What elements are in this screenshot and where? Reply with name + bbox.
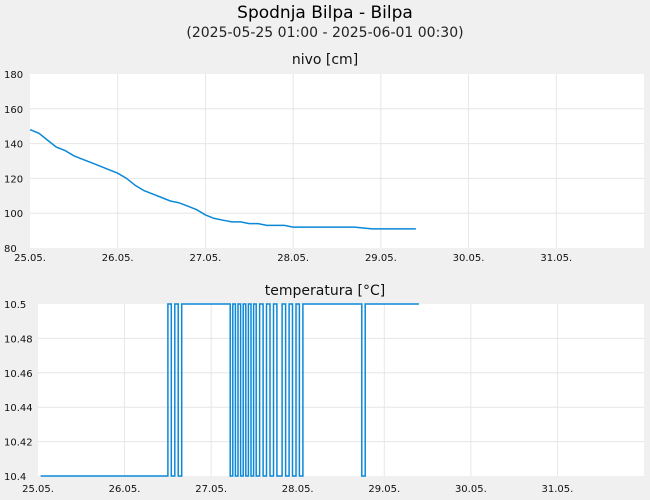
y-tick-label: 10.42: [4, 438, 33, 449]
x-tick-label: 28.05.: [282, 484, 314, 495]
y-tick-label: 10.44: [4, 403, 33, 414]
y-tick-label: 10.46: [4, 369, 33, 380]
x-tick-label: 28.05.: [277, 253, 309, 264]
y-tick-label: 10.5: [4, 300, 26, 311]
axis-title-1: nivo [cm]: [292, 52, 358, 68]
y-tick-label: 120: [4, 174, 23, 185]
y-tick-label: 10.4: [4, 472, 26, 483]
series-line-1-1: [29, 129, 416, 230]
x-tick-label: 30.05.: [455, 484, 487, 495]
x-tick-label: 27.05.: [190, 253, 222, 264]
x-tick-label: 29.05.: [368, 484, 400, 495]
axis-title-2: temperatura [°C]: [265, 283, 385, 299]
chart-subtitle: (2025-05-25 01:00 - 2025-06-01 00:30): [186, 25, 464, 41]
y-tick-label: 80: [4, 244, 17, 255]
series-line-2-1: [40, 303, 419, 477]
x-tick-label: 30.05.: [453, 253, 485, 264]
plot-area-1: [30, 74, 644, 248]
y-tick-label: 140: [4, 140, 23, 151]
y-tick-label: 180: [4, 70, 23, 81]
x-tick-label: 31.05.: [542, 484, 574, 495]
x-tick-label: 31.05.: [540, 253, 572, 264]
y-tick-label: 160: [4, 105, 23, 116]
x-tick-label: 26.05.: [109, 484, 141, 495]
x-tick-label: 25.05.: [14, 253, 46, 264]
x-tick-label: 25.05.: [22, 484, 54, 495]
y-tick-label: 10.48: [4, 334, 33, 345]
chart-title: Spodnja Bilpa - Bilpa: [237, 3, 413, 23]
x-tick-label: 27.05.: [195, 484, 227, 495]
y-tick-label: 100: [4, 209, 23, 220]
x-tick-label: 29.05.: [365, 253, 397, 264]
x-tick-label: 26.05.: [102, 253, 134, 264]
plot-area-2: [38, 304, 644, 476]
